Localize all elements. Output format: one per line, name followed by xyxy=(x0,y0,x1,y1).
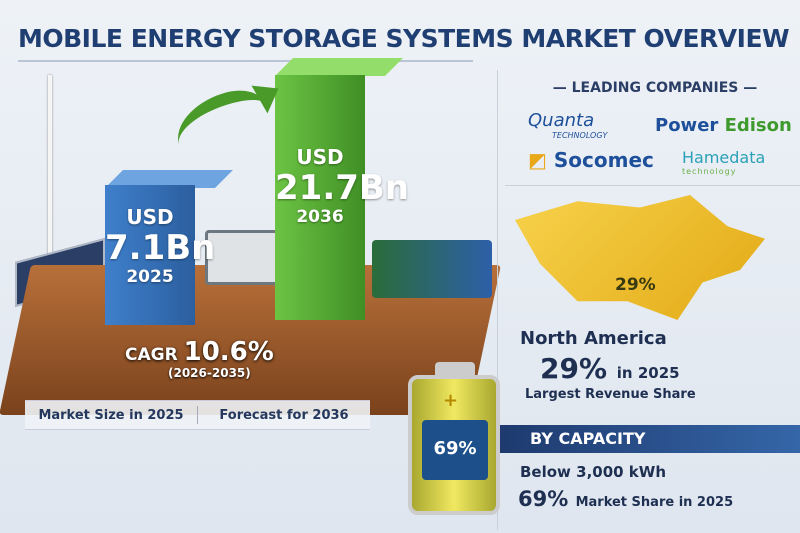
bar-2025: USD 7.1Bn 2025 xyxy=(105,185,216,325)
region-share: 29% in 2025 xyxy=(540,352,680,385)
page-title: MOBILE ENERGY STORAGE SYSTEMS MARKET OVE… xyxy=(18,24,790,53)
hamedata-name: Hamedata xyxy=(682,148,766,167)
bar-labels: Market Size in 2025 Forecast for 2036 xyxy=(25,400,370,430)
battery-plus-icon: + xyxy=(443,390,459,411)
region-desc: Largest Revenue Share xyxy=(525,387,696,402)
bar-2025-value: 7.1Bn xyxy=(105,228,216,268)
bar-2036: USD 21.7Bn 2036 xyxy=(275,75,410,320)
capacity-segment: Below 3,000 kWh xyxy=(520,463,667,481)
cagr-label: CAGR xyxy=(125,345,178,365)
bar-2036-currency: USD xyxy=(296,145,344,169)
battery-container-icon xyxy=(205,230,280,285)
leading-companies-heading: — LEADING COMPANIES — xyxy=(552,80,758,96)
region-pct-suffix: in 2025 xyxy=(616,364,680,382)
bar-2036-value: 21.7Bn xyxy=(275,168,410,208)
cagr: CAGR 10.6% xyxy=(125,337,274,367)
quanta-sub: TECHNOLOGY xyxy=(552,131,608,140)
hamedata-sub: technology xyxy=(682,167,737,176)
socomec-mark-icon: ◩ xyxy=(528,148,547,172)
divider xyxy=(197,406,198,424)
panel-divider xyxy=(497,70,498,530)
wind-turbine-icon xyxy=(48,75,52,255)
label-forecast: Forecast for 2036 xyxy=(219,407,349,423)
cagr-period: (2026-2035) xyxy=(168,366,251,380)
bar-2036-year: 2036 xyxy=(296,207,344,227)
north-america-map xyxy=(515,195,765,320)
heading-text: LEADING COMPANIES xyxy=(571,80,739,96)
capacity-pct-suffix: Market Share in 2025 xyxy=(575,495,734,510)
hamedata-logo: Hamedata technology xyxy=(682,148,765,176)
power-text: Power xyxy=(655,115,719,136)
title-divider xyxy=(18,60,473,62)
power-edison-logo: Power Edison xyxy=(655,115,792,136)
section-divider xyxy=(505,185,800,186)
bar-2025-year: 2025 xyxy=(126,267,174,287)
region-pct: 29% xyxy=(540,352,608,385)
battery-cap xyxy=(435,362,475,378)
capacity-share: 69% Market Share in 2025 xyxy=(518,487,733,511)
map-percentage: 29% xyxy=(615,275,656,295)
region-name: North America xyxy=(520,328,667,349)
bar-2036-top xyxy=(275,58,403,76)
cagr-value: 10.6% xyxy=(183,337,274,367)
truck-icon xyxy=(372,240,492,298)
edison-text: Edison xyxy=(724,115,792,136)
bar-2025-currency: USD xyxy=(126,205,174,229)
quanta-name: Quanta xyxy=(528,110,595,131)
label-market-size: Market Size in 2025 xyxy=(38,407,184,423)
by-capacity-heading: BY CAPACITY xyxy=(500,425,800,453)
socomec-logo: ◩ Socomec xyxy=(528,148,654,172)
battery-screen: 69% xyxy=(422,420,488,480)
socomec-name: Socomec xyxy=(553,148,654,172)
capacity-pct: 69% xyxy=(518,487,569,511)
quanta-logo: Quanta TECHNOLOGY xyxy=(528,110,607,140)
